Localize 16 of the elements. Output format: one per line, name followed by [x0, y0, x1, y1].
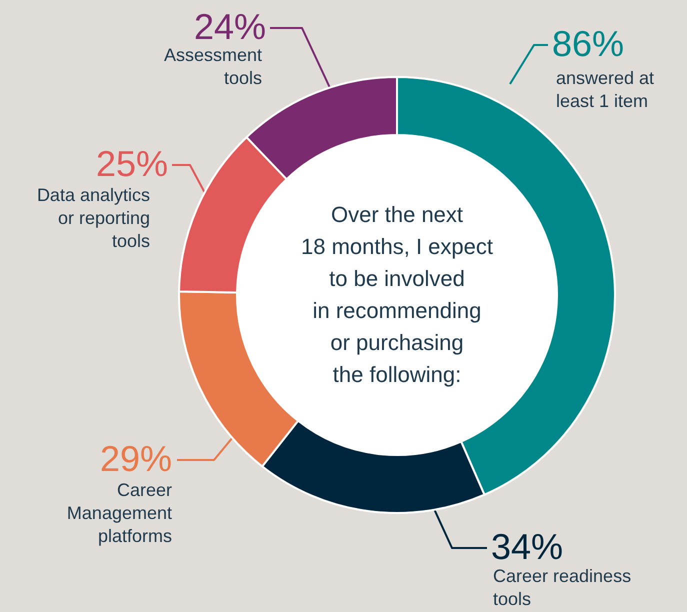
slice-label: Career Management platforms: [66, 480, 172, 546]
slice-label: answered at least 1 item: [556, 68, 654, 111]
text: 18 months, I expect: [301, 234, 493, 259]
data-label: 86%: [552, 23, 624, 64]
text: the following:: [332, 362, 462, 387]
data-label: 34%: [491, 526, 564, 567]
text: or purchasing: [330, 330, 464, 355]
slice-label: Data analytics or reporting tools: [36, 185, 150, 251]
data-label: 24%: [194, 6, 266, 47]
text: to be involved: [329, 266, 465, 291]
slice-label: Career readiness tools: [493, 566, 632, 609]
data-label: 25%: [96, 143, 168, 184]
slice-label: Assessment tools: [164, 45, 262, 88]
text: in recommending: [312, 298, 482, 323]
text: Over the next: [330, 202, 464, 227]
data-label: 29%: [100, 438, 172, 479]
